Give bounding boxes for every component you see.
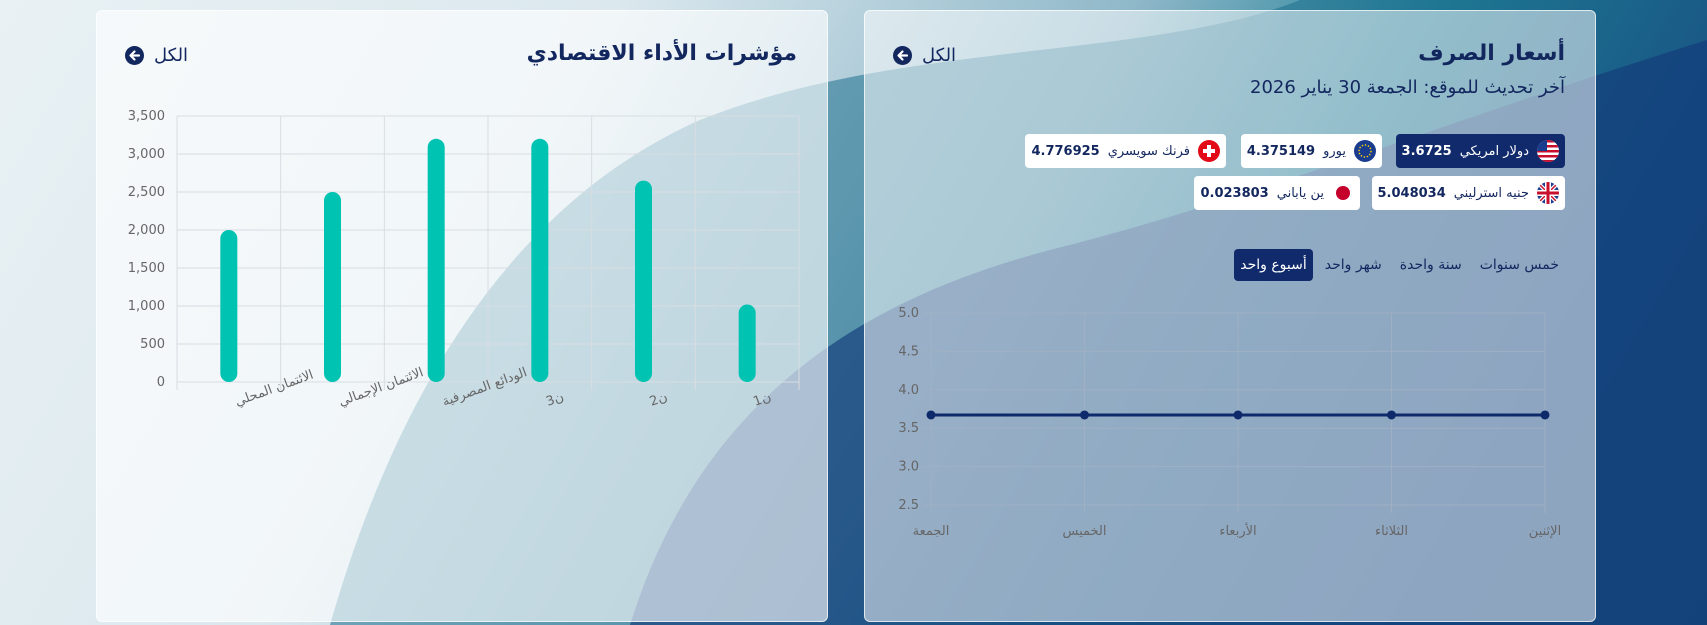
currency-value: 5.048034 — [1377, 185, 1446, 201]
arrow-left-icon — [893, 46, 912, 65]
last-updated-text: آخر تحديث للموقع: الجمعة 30 يناير 2026 — [1250, 77, 1565, 98]
econ-bar-chart: 0 500 1,000 1,500 2,000 2,500 3,000 3,500 الائتم… — [128, 109, 800, 410]
x-tick-label: الخميس — [1063, 524, 1107, 539]
bar — [220, 230, 238, 382]
x-tick-label: ن2 — [648, 390, 670, 410]
period-tabs: أسبوع واحد شهر واحد سنة واحدة خمس سنوات — [1234, 249, 1565, 281]
y-tick-label: 3.5 — [898, 421, 919, 436]
fx-all-label: الكل — [922, 45, 957, 66]
currency-chip-chf[interactable]: فرنك سويسري 4.776925 — [1025, 134, 1226, 168]
econ-all-link[interactable]: الكل — [125, 45, 188, 66]
y-tick-label: 1,000 — [128, 299, 165, 314]
y-tick-label: 3,500 — [128, 109, 165, 124]
currency-chip-gbp[interactable]: جنيه استرليني 5.048034 — [1371, 176, 1565, 210]
y-tick-label: 3,000 — [128, 147, 165, 162]
x-tick-label: الأربعاء — [1219, 522, 1256, 539]
x-tick-label: ن3 — [544, 390, 566, 410]
y-tick-label: 500 — [140, 337, 165, 352]
data-point — [1387, 410, 1396, 420]
y-tick-label: 4.5 — [898, 344, 919, 359]
currency-chip-jpy[interactable]: ين ياباني 0.023803 — [1194, 176, 1360, 210]
data-point — [926, 410, 936, 420]
x-tick-label: الثلاثاء — [1375, 524, 1408, 539]
x-tick-label: الإثنين — [1529, 524, 1561, 539]
x-tick-label: ن1 — [751, 390, 773, 410]
tab-one-week[interactable]: أسبوع واحد — [1234, 249, 1313, 281]
tab-five-years[interactable]: خمس سنوات — [1479, 257, 1559, 273]
economic-indicators-card: مؤشرات الأداء الاقتصادي الكل 0 500 1,000 1,… — [96, 10, 828, 622]
currency-value: 4.776925 — [1031, 143, 1100, 159]
uk-flag-icon — [1537, 182, 1559, 204]
arrow-left-icon — [125, 46, 144, 65]
tab-one-year[interactable]: سنة واحدة — [1399, 257, 1462, 273]
y-tick-label: 4.0 — [898, 383, 919, 398]
japan-flag-icon — [1332, 182, 1354, 204]
currency-chip-eur[interactable]: يورو 4.375149 — [1240, 134, 1382, 168]
tab-one-month[interactable]: شهر واحد — [1324, 257, 1382, 273]
y-tick-label: 0 — [157, 375, 165, 390]
data-point — [1233, 410, 1243, 420]
x-tick-label: الجمعة — [913, 524, 950, 539]
econ-all-label: الكل — [154, 45, 189, 66]
currency-name: يورو — [1323, 143, 1346, 159]
currency-name: دولار امريكي — [1459, 143, 1529, 159]
x-tick-label: الودائع المصرفية — [440, 365, 529, 410]
us-flag-icon — [1537, 140, 1559, 162]
bar — [738, 304, 756, 382]
exchange-rates-card: أسعار الصرف الكل آخر تحديث للموقع: الجمع… — [864, 10, 1596, 622]
swiss-flag-icon — [1198, 140, 1220, 162]
y-tick-label: 3.0 — [898, 460, 919, 475]
currency-value: 3.6725 — [1401, 143, 1452, 159]
currency-name: فرنك سويسري — [1107, 143, 1190, 159]
currency-value: 4.375149 — [1246, 143, 1316, 159]
fx-all-link[interactable]: الكل — [893, 45, 956, 66]
currency-chip-usd[interactable]: دولار امريكي 3.6725 — [1395, 134, 1565, 168]
y-tick-label: 2.5 — [898, 498, 919, 513]
econ-card-title: مؤشرات الأداء الاقتصادي — [526, 41, 797, 66]
data-point — [1540, 410, 1550, 420]
fx-line-chart: 2.5 3.0 3.5 4.0 4.5 5.0 الجمعة الخميس الأربعاء ال… — [898, 306, 1561, 539]
bar — [531, 138, 549, 382]
bar — [427, 138, 445, 382]
x-tick-label: الائتمان الإجمالي — [337, 365, 426, 410]
currency-value: 0.023803 — [1200, 185, 1269, 201]
y-tick-label: 5.0 — [898, 306, 919, 321]
data-point — [1080, 410, 1089, 420]
y-tick-label: 1,500 — [128, 261, 165, 276]
y-tick-label: 2,500 — [128, 185, 165, 200]
bar — [324, 192, 341, 382]
eu-flag-icon — [1354, 140, 1376, 162]
currency-name: ين ياباني — [1276, 185, 1324, 201]
currency-name: جنيه استرليني — [1453, 185, 1529, 201]
fx-card-title: أسعار الصرف — [1418, 41, 1565, 66]
x-tick-label: الائتمان المحلي — [233, 368, 316, 410]
bar — [635, 180, 652, 382]
y-tick-label: 2,000 — [128, 223, 165, 238]
